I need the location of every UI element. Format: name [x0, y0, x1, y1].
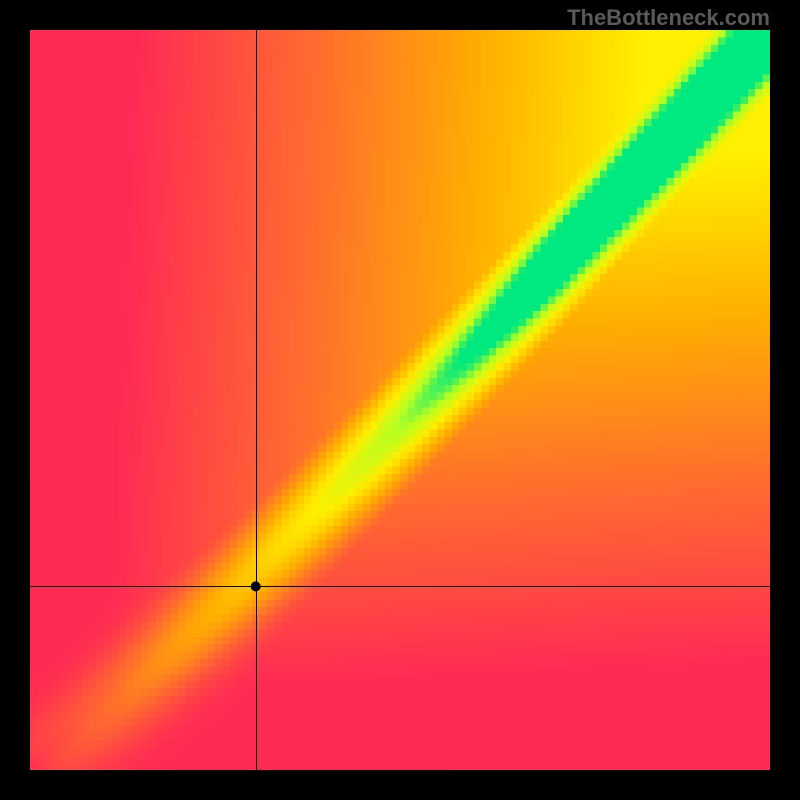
watermark-text: TheBottleneck.com: [567, 5, 770, 31]
crosshair-overlay: [0, 0, 800, 800]
chart-container: TheBottleneck.com: [0, 0, 800, 800]
